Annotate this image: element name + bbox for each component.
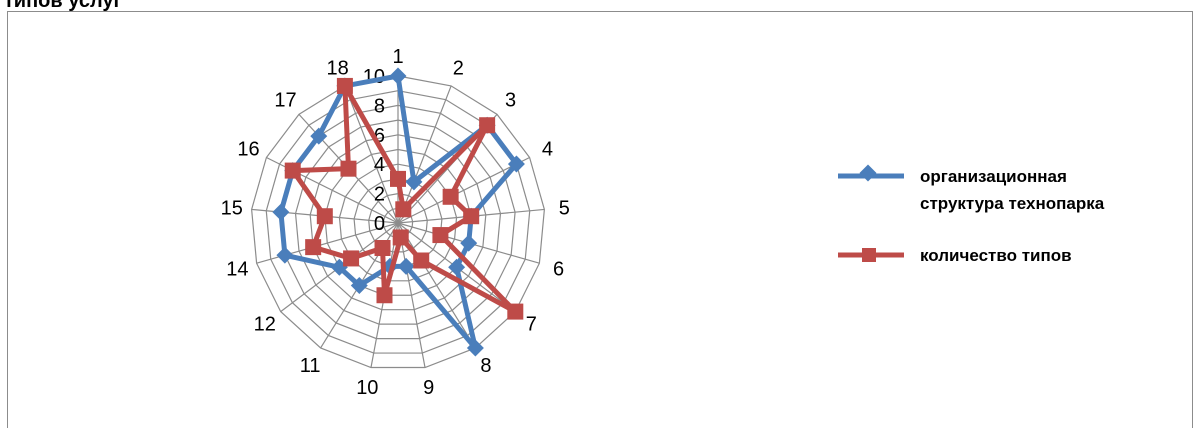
data-point-diamond — [350, 277, 368, 294]
data-point-square — [479, 117, 496, 134]
radial-tick-label: 8 — [374, 95, 385, 117]
category-label: 17 — [274, 90, 296, 112]
data-point-square — [376, 287, 393, 304]
category-label: 1 — [392, 46, 403, 68]
data-point-diamond — [397, 257, 415, 275]
category-label: 8 — [480, 355, 491, 377]
page-title: типов услуг — [4, 0, 122, 12]
data-point-square — [340, 160, 357, 177]
data-point-square — [336, 77, 353, 94]
legend-label-series-1-line-1: организационная — [920, 167, 1067, 186]
data-point-square — [374, 239, 391, 256]
legend-entry-series-1: организационная структура технопарка — [838, 164, 1105, 213]
data-point-square — [284, 162, 301, 179]
legend-label-series-1-line-2: структура технопарка — [920, 194, 1105, 213]
category-label: 10 — [356, 377, 378, 399]
data-point-diamond — [272, 203, 290, 221]
data-point-diamond — [466, 339, 484, 357]
category-label: 18 — [327, 57, 349, 79]
legend-marker-square — [862, 248, 876, 262]
data-point-square — [316, 208, 333, 225]
radial-tick-label: 4 — [374, 154, 385, 176]
grid-spoke — [397, 222, 476, 349]
grid-ring — [324, 148, 472, 296]
category-label: 2 — [453, 57, 464, 79]
category-label: 12 — [254, 314, 276, 336]
category-label: 6 — [553, 259, 564, 281]
series-2 — [284, 77, 524, 320]
category-label: 7 — [526, 314, 537, 336]
category-label: 15 — [221, 198, 243, 220]
data-point-diamond — [405, 173, 423, 191]
legend-marker-diamond — [859, 164, 877, 182]
radar-grid — [251, 75, 545, 369]
category-label: 11 — [300, 355, 321, 377]
data-point-square — [343, 250, 360, 267]
data-point-diamond — [276, 246, 294, 264]
data-point-square — [507, 303, 524, 320]
data-point-square — [390, 170, 406, 187]
grid-spoke — [397, 85, 452, 224]
category-label: 14 — [226, 259, 248, 281]
category-label: 3 — [505, 90, 516, 112]
data-point-square — [305, 239, 322, 256]
grid-spoke — [344, 85, 399, 224]
data-point-diamond — [448, 258, 466, 276]
radial-tick-label: 2 — [374, 184, 385, 206]
radial-tick-label: 0 — [374, 213, 385, 235]
series-layer — [272, 67, 525, 357]
grid-ring — [251, 75, 545, 369]
data-point-diamond — [507, 155, 525, 173]
legend-entry-series-2: количество типов — [838, 246, 1072, 265]
radial-tick-label: 6 — [374, 125, 385, 147]
data-point-square — [442, 188, 459, 205]
data-point-diamond — [389, 67, 407, 85]
data-point-square — [392, 229, 409, 246]
grid-ring — [309, 134, 487, 311]
category-label: 9 — [423, 377, 434, 399]
data-point-diamond — [310, 127, 328, 145]
series-line — [290, 83, 518, 315]
data-point-square — [395, 201, 412, 218]
category-label: 5 — [559, 198, 570, 220]
grid-spoke — [397, 222, 426, 368]
category-label: 16 — [237, 139, 259, 161]
data-point-diamond — [460, 234, 478, 252]
data-point-square — [463, 208, 480, 225]
data-point-square — [413, 252, 430, 269]
data-point-square — [432, 227, 449, 244]
legend-label-series-2: количество типов — [920, 246, 1072, 265]
grid-spoke — [397, 156, 530, 224]
chart-frame — [7, 11, 1193, 428]
category-label: 4 — [542, 139, 553, 161]
legend: организационная структура технопарка кол… — [838, 164, 1105, 265]
